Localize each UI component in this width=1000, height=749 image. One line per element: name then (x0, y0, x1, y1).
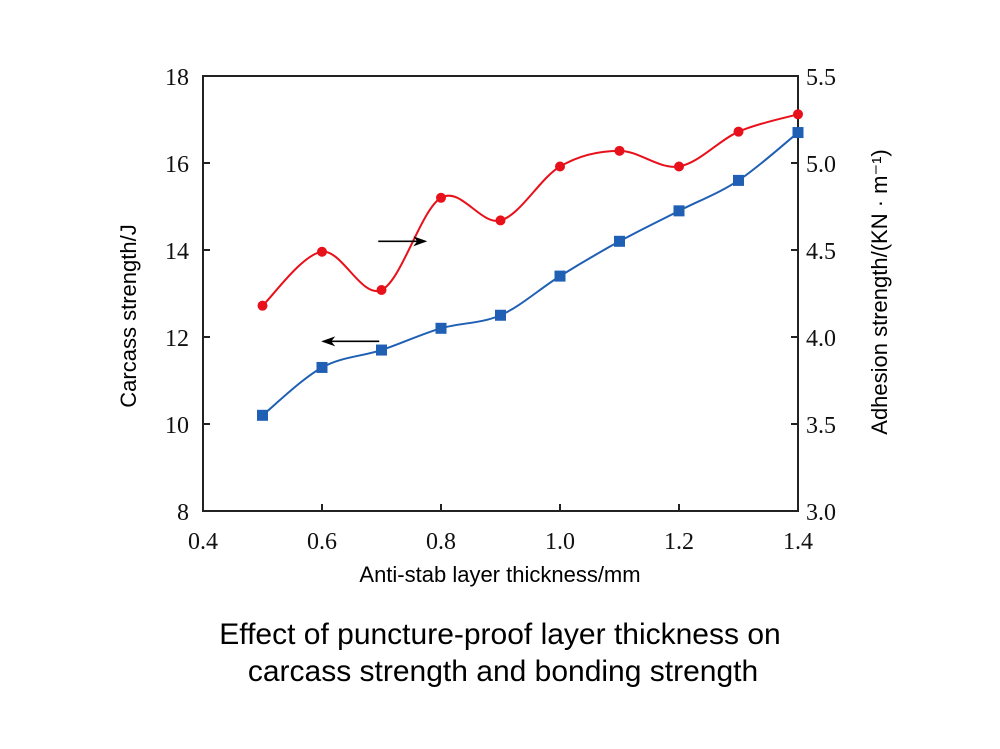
data-point-circle (614, 145, 625, 156)
left-y-tick-label: 18 (165, 65, 189, 91)
chart-title-line-2: carcass strength and bonding strength (248, 655, 758, 688)
right-y-tick-label: 5.0 (806, 152, 836, 178)
left-y-axis-label: Carcass strength/J (116, 224, 141, 407)
series-line (261, 113, 799, 307)
data-point-square (435, 322, 447, 334)
data-point-square (792, 127, 804, 139)
x-axis-label: Anti-stab layer thickness/mm (359, 562, 640, 587)
right-y-axis: 3.0 3.5 4.0 4.5 5.0 5.5 (791, 65, 836, 526)
annotations (321, 236, 428, 347)
right-y-axis-label: Adhesion strength/(KN · m⁻¹) (867, 149, 892, 434)
chart-title-line-1: Effect of puncture-proof layer thickness… (219, 618, 780, 651)
left-y-tick-label: 10 (165, 413, 189, 439)
plot-frame (202, 75, 799, 512)
x-axis: 0.4 0.6 0.8 1.0 1.2 1.4 (188, 504, 813, 555)
data-point-square (257, 409, 268, 421)
left-y-tick-label: 8 (177, 500, 189, 526)
data-point-circle (317, 246, 327, 257)
right-y-tick-label: 4.5 (806, 239, 836, 265)
series-adhesion-strength (257, 109, 803, 311)
series-carcass-strength (257, 127, 804, 421)
data-point-square (614, 235, 625, 247)
right-y-tick-label: 4.0 (806, 326, 836, 352)
x-tick-label: 0.6 (307, 529, 337, 555)
x-tick-label: 1.4 (783, 529, 813, 555)
left-y-axis: 8 10 12 14 16 18 (165, 65, 210, 526)
x-tick-label: 1.0 (545, 529, 575, 555)
data-point-circle (495, 215, 506, 226)
data-point-square (673, 205, 685, 217)
plot-border (202, 75, 799, 512)
data-point-square (316, 361, 328, 373)
data-point-square (733, 174, 744, 186)
data-point-square (495, 309, 506, 321)
right-y-tick-label: 3.5 (806, 413, 836, 439)
left-y-tick-label: 16 (165, 152, 189, 178)
data-point-circle (257, 300, 268, 311)
x-tick-label: 0.4 (188, 529, 218, 555)
series-layer (257, 109, 804, 421)
x-tick-label: 1.2 (664, 529, 694, 555)
right-y-tick-label: 5.5 (806, 65, 836, 91)
right-y-tick-label: 3.0 (806, 500, 836, 526)
data-point-circle (674, 161, 684, 172)
data-point-square (376, 344, 387, 356)
data-point-square (554, 270, 566, 282)
x-tick-label: 0.8 (426, 529, 456, 555)
data-point-circle (376, 285, 387, 296)
data-point-circle (733, 126, 744, 137)
series-line (261, 131, 799, 417)
data-point-circle (555, 161, 565, 172)
left-y-tick-label: 14 (165, 239, 189, 265)
data-point-circle (793, 109, 803, 120)
data-point-circle (436, 192, 446, 203)
left-y-tick-label: 12 (165, 326, 189, 352)
